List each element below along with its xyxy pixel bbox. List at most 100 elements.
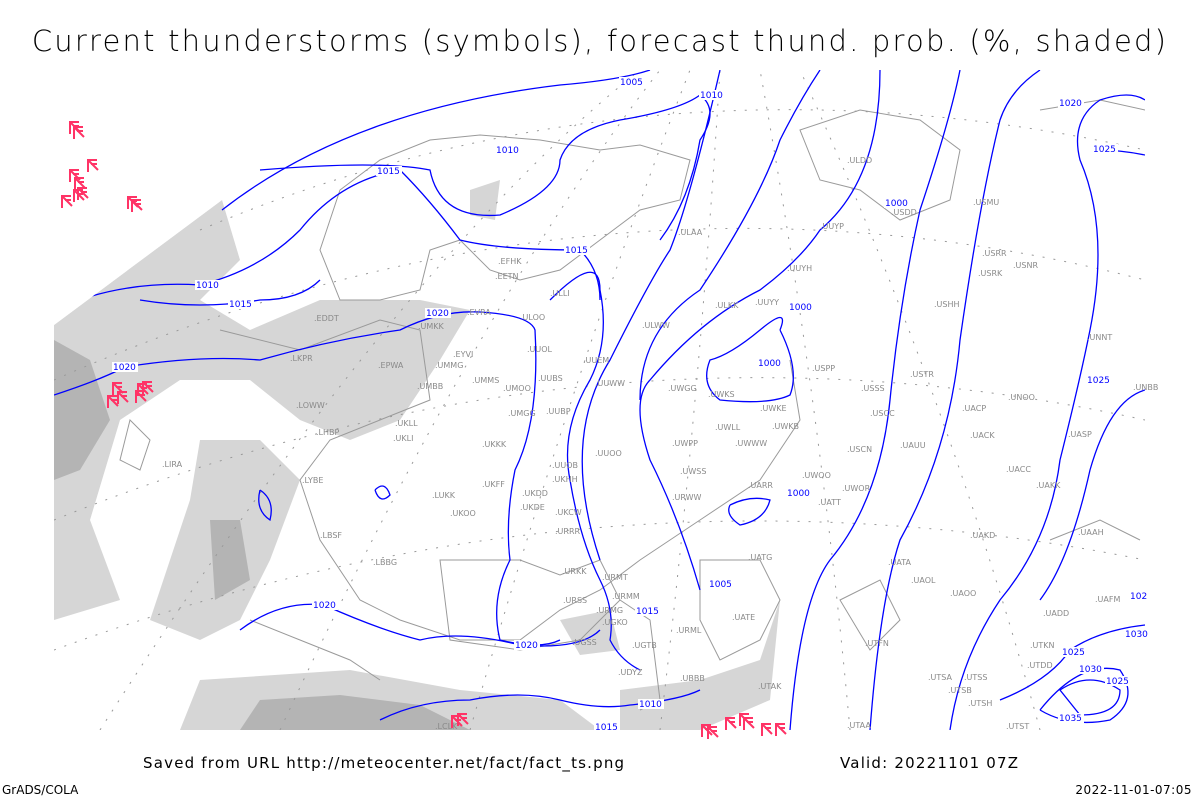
- station-label: .EPWA: [378, 361, 404, 370]
- isobar-label-background: [635, 606, 661, 616]
- thunderstorm-glyph: [117, 391, 129, 404]
- thunderstorm-symbol-icon: [77, 187, 89, 200]
- station-label: .ULKK: [715, 301, 739, 310]
- isobar-label: 1025: [1093, 145, 1116, 155]
- station-label: .LKPR: [290, 354, 313, 363]
- station-label: .ULAA: [678, 228, 703, 237]
- station-label: .UMKK: [418, 322, 445, 331]
- station-label: .UATA: [888, 558, 912, 567]
- station-label: .UGTB: [632, 641, 657, 650]
- station-label: .UTAA: [847, 721, 871, 730]
- station-label: .LOWW: [296, 401, 325, 410]
- station-label: .EETN: [495, 272, 519, 281]
- isobar-label-background: [1124, 629, 1150, 639]
- station-label: .UKHH: [552, 475, 578, 484]
- thunderstorm-symbols: [61, 121, 787, 739]
- station-label: .UATT: [818, 498, 841, 507]
- coastlines-borders: [119, 99, 1145, 711]
- station-label: .USMU: [973, 198, 999, 207]
- station-label: .LBBG: [373, 558, 397, 567]
- isobar-label-background: [195, 280, 221, 290]
- station-label: .UUWW: [595, 379, 625, 388]
- station-label: .EYVI: [453, 350, 473, 359]
- thunderstorm-symbol-icon: [707, 726, 719, 739]
- station-label: .UKCW: [555, 508, 582, 517]
- isobar-label-background: [786, 488, 812, 498]
- thunderstorm-glyph: [725, 717, 737, 730]
- station-label: .URRR: [555, 527, 581, 536]
- isobar-label-background: [312, 600, 338, 610]
- isobar-label: 1015: [595, 723, 618, 733]
- station-label: .UATG: [748, 553, 772, 562]
- station-label: .URKK: [562, 567, 587, 576]
- station-label: .USPP: [812, 364, 835, 373]
- station-label: .USTR: [910, 370, 934, 379]
- isobar-label: 1015: [636, 607, 659, 617]
- station-label: .LBSF: [320, 531, 342, 540]
- isobar-label: 1005: [709, 580, 732, 590]
- thunderstorm-glyph: [107, 395, 119, 408]
- isobar-label: 1015: [565, 246, 588, 256]
- software-credit: GrADS/COLA: [2, 783, 79, 797]
- isobar-label-background: [788, 302, 814, 312]
- station-label: .UKDD: [522, 489, 548, 498]
- station-label: .UASP: [1068, 430, 1092, 439]
- thunderstorm-symbol-icon: [775, 723, 787, 736]
- thunderstorm-symbol-icon: [725, 717, 737, 730]
- station-label: .UUYY: [755, 298, 779, 307]
- station-label: .UGKO: [602, 618, 628, 627]
- station-label: .URMM: [612, 592, 640, 601]
- thunderstorm-symbol-icon: [61, 195, 73, 208]
- station-label: .EDDT: [314, 314, 339, 323]
- station-label: .ULLI: [550, 289, 570, 298]
- station-label: .UKFF: [482, 480, 505, 489]
- station-label: .UMOO: [503, 384, 531, 393]
- thunderstorm-glyph: [87, 159, 99, 172]
- station-label: .UWKS: [708, 390, 735, 399]
- station-label: .UMMS: [472, 376, 499, 385]
- station-label: .UATE: [732, 613, 755, 622]
- station-label: .LHBP: [316, 428, 340, 437]
- station-label: .UMBB: [417, 382, 443, 391]
- station-label: .UAKK: [1036, 481, 1061, 490]
- station-label: .UAUU: [900, 441, 926, 450]
- station-label: .UKDE: [520, 503, 545, 512]
- isobar-label-background: [376, 166, 402, 176]
- station-label: .ULOO: [520, 313, 545, 322]
- probability-shading: [54, 180, 780, 730]
- isobar-label: 1000: [758, 359, 781, 369]
- station-label: .UTST: [1006, 722, 1029, 731]
- isobar-label-background: [228, 299, 254, 309]
- station-label: .USDD: [891, 208, 917, 217]
- isobar-label: 1000: [787, 489, 810, 499]
- station-label: .UKLI: [393, 434, 413, 443]
- thunderstorm-glyph: [74, 177, 86, 190]
- generation-timestamp: 2022-11-01-07:05: [1075, 783, 1192, 797]
- station-label: .USSS: [861, 384, 885, 393]
- station-label: .UAFM: [1095, 595, 1120, 604]
- station-label: .URML: [676, 626, 702, 635]
- station-label: .UWWW: [735, 439, 767, 448]
- station-label: .USRK: [978, 269, 1003, 278]
- station-label: .UTSS: [964, 673, 987, 682]
- station-label: .UWPP: [672, 439, 698, 448]
- isobar-label-background: [425, 308, 451, 318]
- thunderstorm-glyph: [743, 717, 755, 730]
- isobar-label-background: [708, 579, 734, 589]
- thunderstorm-symbol-icon: [761, 723, 773, 736]
- thunderstorm-glyph: [135, 390, 147, 403]
- station-label: .UAOL: [911, 576, 936, 585]
- station-label: .UACP: [962, 404, 986, 413]
- isobar-label: 1025: [1062, 648, 1085, 658]
- station-label: .ULWW: [642, 321, 670, 330]
- thunderstorm-glyph: [61, 195, 73, 208]
- isobar-label: 1020: [515, 641, 538, 651]
- isobar-label: 1005: [620, 78, 643, 88]
- station-label: .UWKB: [772, 422, 799, 431]
- station-label: .UKOO: [450, 509, 476, 518]
- isobar-label: 1010: [496, 146, 519, 156]
- station-label: .UTSH: [968, 699, 992, 708]
- station-label: .UAKD: [970, 531, 995, 540]
- isobar-label: 1030: [1079, 665, 1102, 675]
- isobar-label-background: [1092, 144, 1118, 154]
